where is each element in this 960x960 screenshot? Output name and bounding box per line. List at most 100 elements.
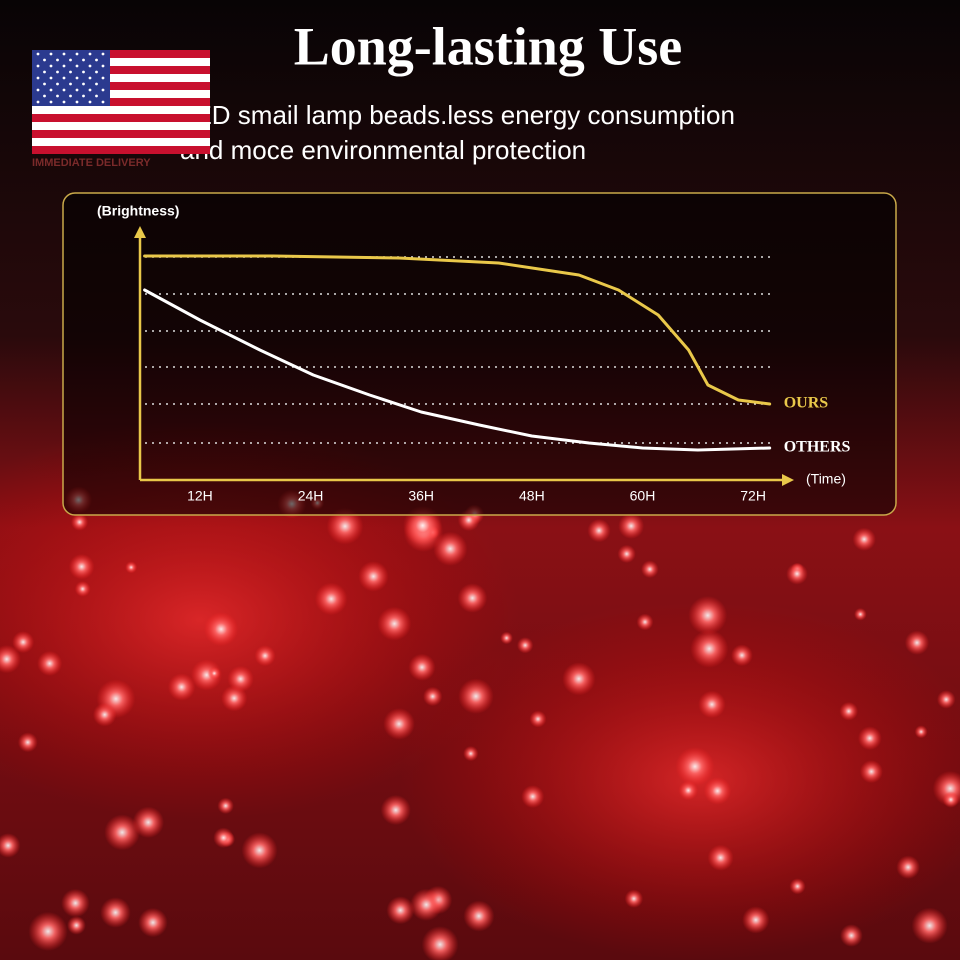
flag-stripe [32, 130, 210, 138]
light [688, 595, 728, 635]
flag-star [43, 82, 46, 86]
flag-star [101, 52, 105, 56]
light [624, 889, 644, 908]
light [0, 833, 21, 858]
x-tick-label: 72H [740, 488, 766, 504]
line [143, 254, 772, 406]
light [529, 710, 547, 728]
light [690, 629, 729, 668]
flag-star [101, 76, 105, 80]
flag-star [56, 82, 59, 86]
flag-star [101, 64, 105, 68]
light [500, 631, 513, 645]
light [942, 791, 960, 808]
light [67, 915, 86, 935]
light [587, 518, 611, 543]
flag-star [56, 58, 59, 62]
light [786, 563, 808, 585]
light [254, 645, 276, 667]
light [410, 888, 443, 921]
light [636, 613, 654, 631]
light [840, 924, 863, 947]
badge: IMMEDIATE DELIVERY [32, 157, 151, 169]
light [74, 581, 91, 597]
light [859, 760, 883, 784]
light [380, 794, 411, 826]
flag-stripe [32, 66, 210, 74]
light [70, 513, 89, 531]
flag-star [75, 52, 79, 56]
flag-star [56, 94, 59, 98]
flag-star [69, 82, 72, 86]
x-tick-label: 12H [187, 488, 213, 504]
flag-star [82, 82, 85, 86]
flag-star [82, 58, 85, 62]
flag-star [43, 70, 46, 74]
light [911, 907, 948, 944]
flag-star [49, 64, 53, 68]
light [517, 637, 534, 654]
light [61, 888, 90, 918]
flag [32, 50, 210, 154]
flag-stripe [32, 50, 210, 58]
flag-stripe [32, 114, 210, 122]
flag-stripe [32, 98, 210, 106]
light [731, 644, 753, 667]
x-tick-label: 36H [408, 488, 434, 504]
x-axis-arrow [782, 474, 794, 486]
chart-panel [62, 192, 897, 516]
light [386, 896, 415, 925]
light [936, 690, 956, 709]
light [423, 686, 443, 707]
light [167, 673, 196, 701]
flag-star [62, 88, 66, 92]
flag-star [95, 70, 98, 74]
light [138, 907, 168, 938]
flag-star [43, 58, 46, 62]
flag-star [69, 94, 72, 98]
light [125, 561, 138, 574]
light [698, 690, 726, 719]
flag-star [75, 88, 79, 92]
flag-stripe [32, 146, 210, 154]
x-tick-label: 24H [298, 488, 324, 504]
light [742, 906, 770, 934]
light [896, 855, 920, 880]
subtitle: LED smail lamp beads.less energy consump… [180, 100, 735, 130]
light [707, 844, 734, 871]
series-label: OURS [784, 395, 829, 412]
light [857, 726, 882, 751]
light [457, 583, 488, 613]
light [213, 827, 234, 849]
x-axis-label: (Time) [806, 471, 846, 487]
light [703, 777, 732, 805]
fairy-lights [0, 486, 960, 960]
light [92, 702, 117, 727]
flag-star [88, 88, 92, 92]
plot: 12H 24H 36H 48H 60H 72H OURS OTHERS [134, 226, 851, 504]
light [217, 797, 234, 815]
light [17, 732, 38, 753]
flag-star [49, 88, 53, 92]
flag-stripe [32, 82, 210, 90]
light [421, 926, 459, 960]
flag-star [88, 52, 92, 56]
flag-star [62, 76, 66, 80]
flag-star [49, 100, 53, 104]
flag-star [49, 52, 53, 56]
y-axis-label: (Brightness) [97, 203, 179, 219]
x-tick-label: 60H [630, 488, 656, 504]
light [463, 900, 495, 932]
light [314, 582, 348, 616]
flag-star [95, 94, 98, 98]
flag-star [95, 58, 98, 62]
x-tick-label: 48H [519, 488, 545, 504]
light [854, 607, 867, 621]
flag-star [62, 100, 66, 104]
flag-star [36, 64, 40, 68]
line [143, 288, 772, 452]
y-axis-arrow [134, 226, 146, 238]
flag-star [36, 100, 40, 104]
light [207, 666, 221, 680]
